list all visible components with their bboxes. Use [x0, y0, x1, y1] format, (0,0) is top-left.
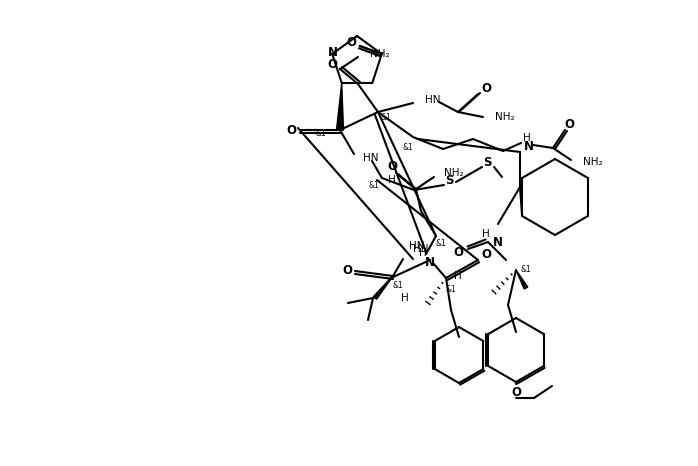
Text: HN: HN: [413, 244, 429, 254]
Text: HN: HN: [363, 153, 378, 163]
Text: O: O: [481, 82, 491, 96]
Text: HN: HN: [410, 241, 425, 251]
Text: NH₂: NH₂: [583, 157, 602, 167]
Text: O: O: [342, 265, 352, 277]
Text: &1: &1: [369, 181, 380, 191]
Text: N: N: [493, 235, 503, 248]
Text: HN: HN: [425, 95, 440, 105]
Text: H: H: [401, 293, 409, 303]
Text: S: S: [445, 174, 453, 187]
Text: O: O: [347, 36, 357, 49]
Text: H: H: [454, 271, 462, 281]
Text: S: S: [483, 157, 491, 170]
Polygon shape: [516, 270, 528, 289]
Text: &1: &1: [315, 129, 326, 137]
Text: N: N: [524, 139, 534, 152]
Polygon shape: [373, 276, 393, 299]
Text: O: O: [481, 248, 491, 261]
Text: NH₂: NH₂: [370, 49, 389, 59]
Text: H: H: [482, 229, 490, 239]
Text: &1: &1: [436, 240, 447, 248]
Polygon shape: [336, 83, 343, 130]
Text: N: N: [425, 255, 435, 268]
Text: O: O: [511, 385, 521, 398]
Text: H: H: [419, 248, 427, 258]
Text: O: O: [286, 124, 296, 137]
Text: H: H: [523, 133, 531, 143]
Text: O: O: [387, 160, 397, 173]
Text: &1: &1: [380, 112, 392, 122]
Text: H: H: [388, 175, 396, 185]
Text: O: O: [564, 118, 574, 131]
Text: &1: &1: [445, 286, 456, 295]
Text: &1: &1: [392, 281, 403, 290]
Text: N: N: [328, 47, 339, 60]
Text: &1: &1: [521, 266, 531, 274]
Text: O: O: [453, 246, 463, 259]
Text: NH₂: NH₂: [444, 168, 463, 178]
Text: O: O: [327, 57, 337, 70]
Text: &1: &1: [403, 143, 413, 151]
Text: NH₂: NH₂: [495, 112, 514, 122]
